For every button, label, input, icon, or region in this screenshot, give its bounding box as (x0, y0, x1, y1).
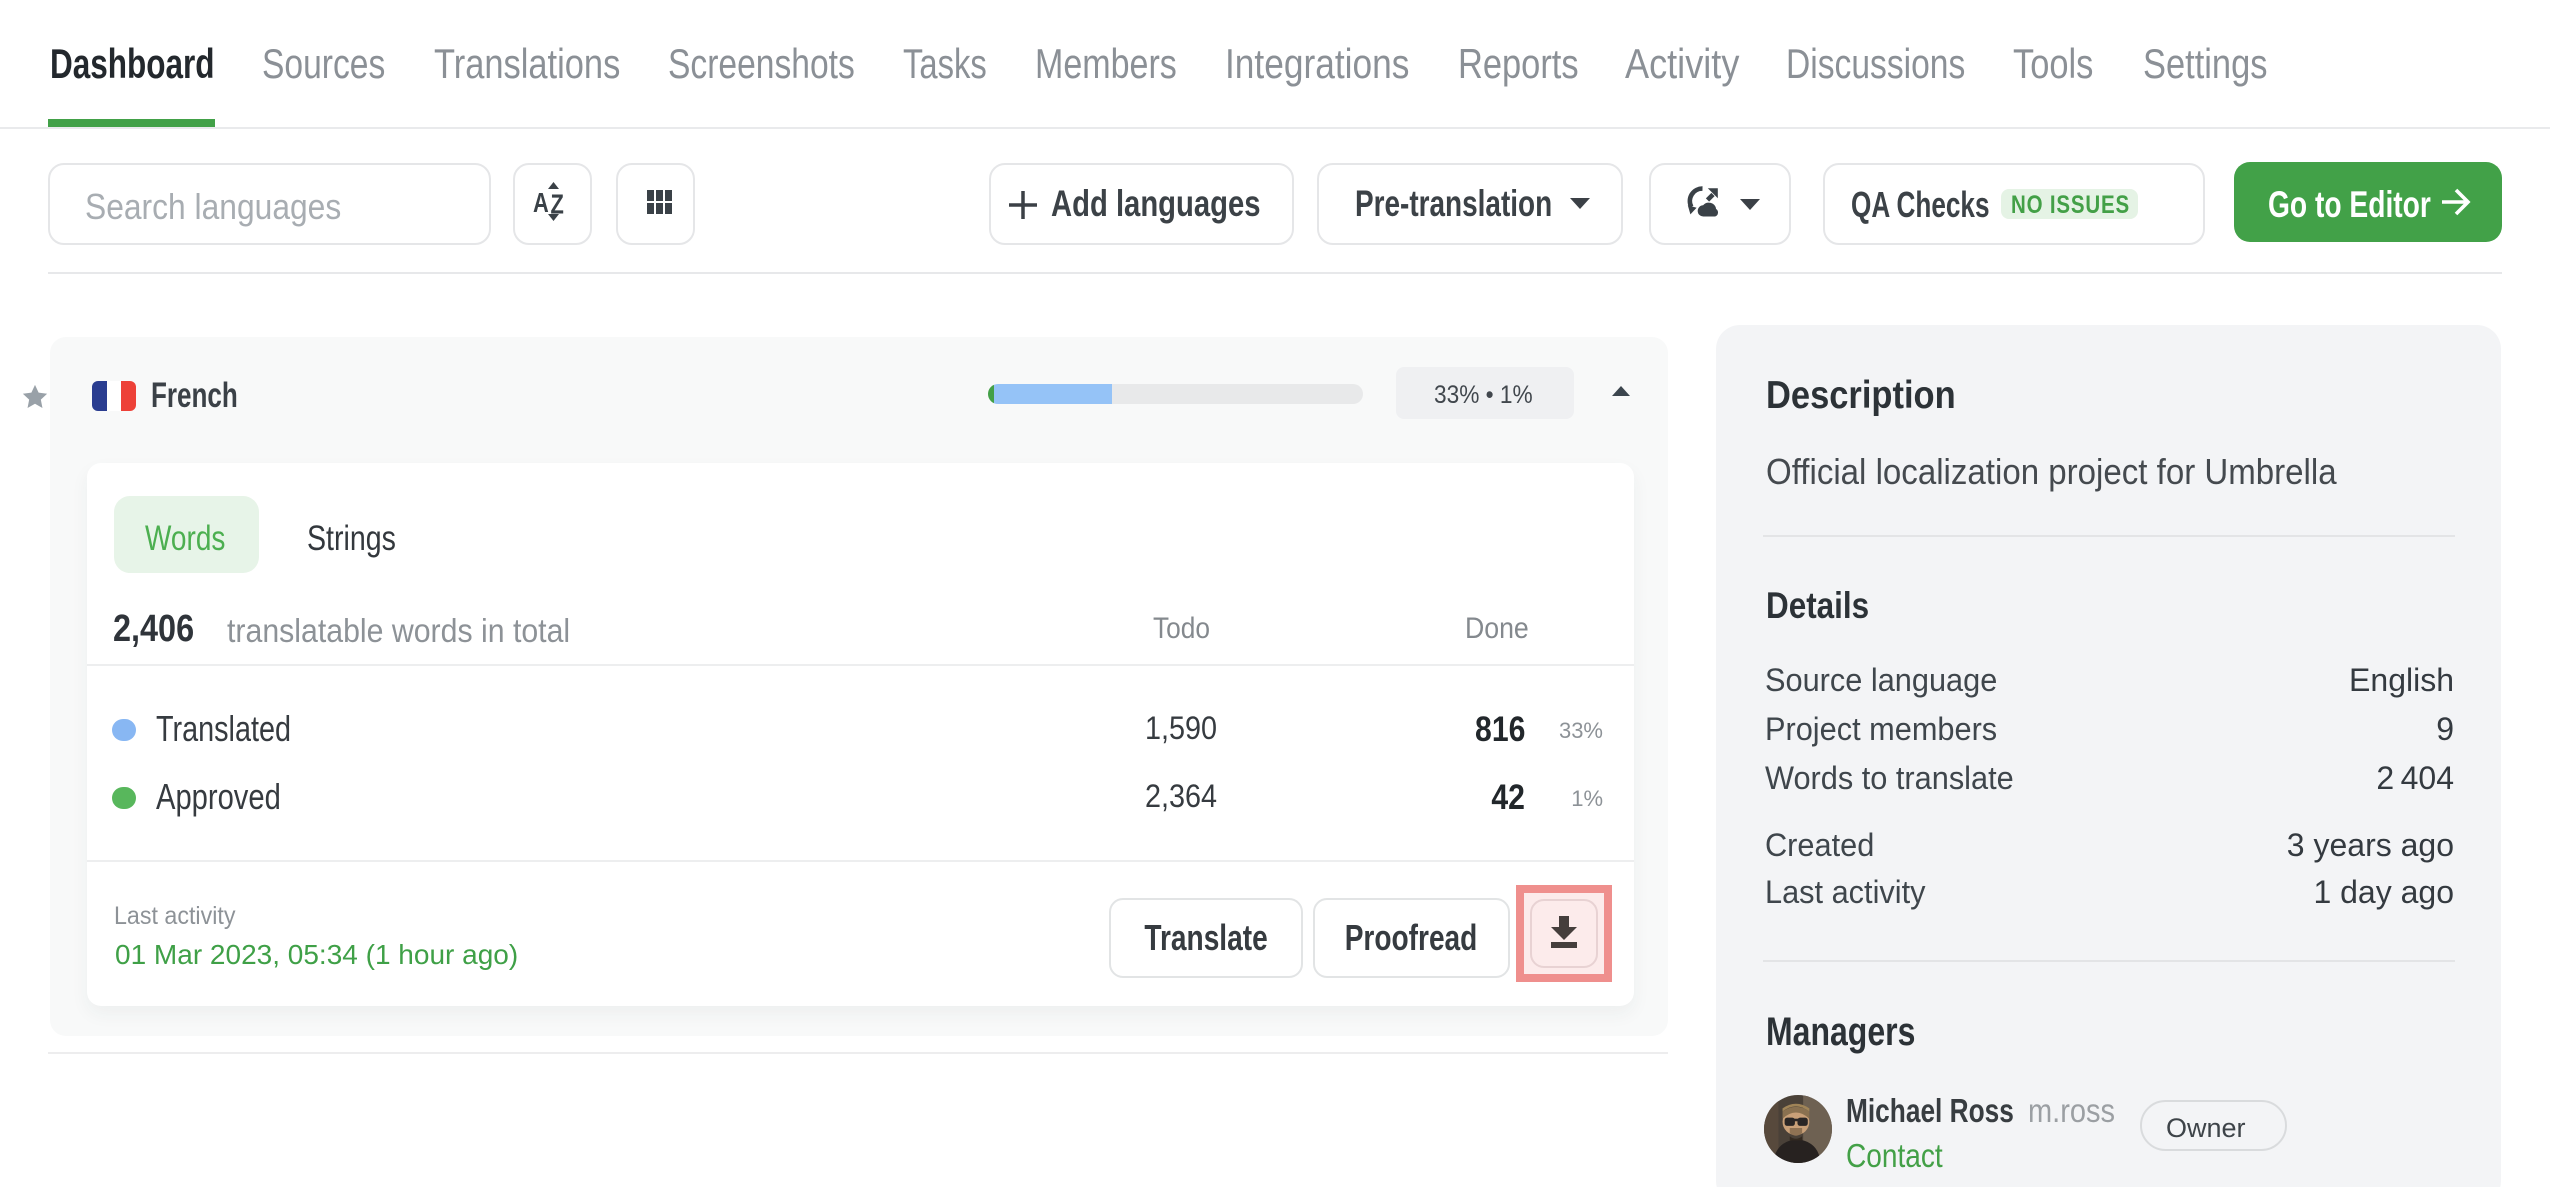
svg-text:A: A (533, 187, 549, 218)
svg-text:Z: Z (551, 189, 564, 220)
